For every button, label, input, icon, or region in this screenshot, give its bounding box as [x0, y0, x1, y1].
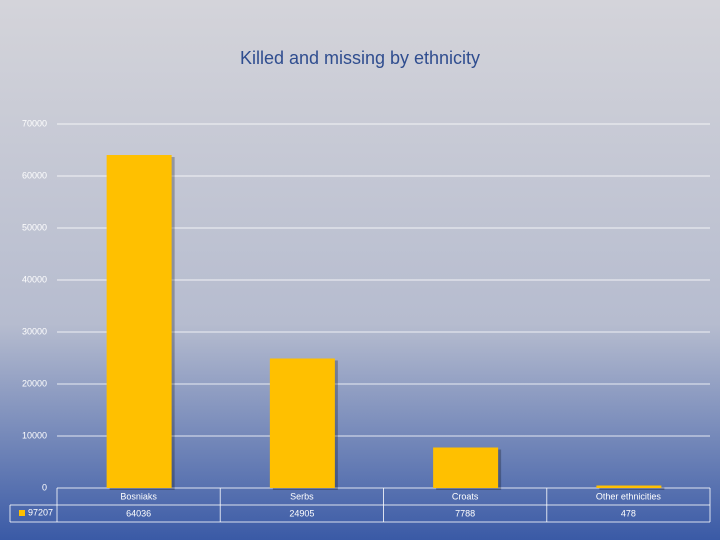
- y-tick-label: 70000: [22, 118, 47, 128]
- y-tick-label: 60000: [22, 170, 47, 180]
- y-tick-label: 30000: [22, 326, 47, 336]
- y-tick-label: 0: [42, 482, 47, 492]
- legend-label: 97207: [28, 507, 53, 517]
- y-tick-label: 40000: [22, 274, 47, 284]
- y-tick-label: 10000: [22, 430, 47, 440]
- bar: [106, 155, 172, 488]
- chart-title: Killed and missing by ethnicity: [240, 48, 480, 68]
- bar: [433, 447, 499, 488]
- bar-shadow: [599, 487, 665, 490]
- table-value: 24905: [289, 508, 314, 518]
- bar: [269, 358, 335, 488]
- x-tick-label: Other ethnicities: [596, 491, 662, 501]
- x-tick-label: Bosniaks: [120, 491, 157, 501]
- bar: [596, 485, 662, 488]
- y-tick-label: 50000: [22, 222, 47, 232]
- legend-swatch: [19, 510, 25, 516]
- y-tick-label: 20000: [22, 378, 47, 388]
- table-value: 478: [621, 508, 636, 518]
- x-tick-label: Serbs: [290, 491, 314, 501]
- table-value: 64036: [126, 508, 151, 518]
- table-value: 7788: [455, 508, 475, 518]
- x-tick-label: Croats: [452, 491, 479, 501]
